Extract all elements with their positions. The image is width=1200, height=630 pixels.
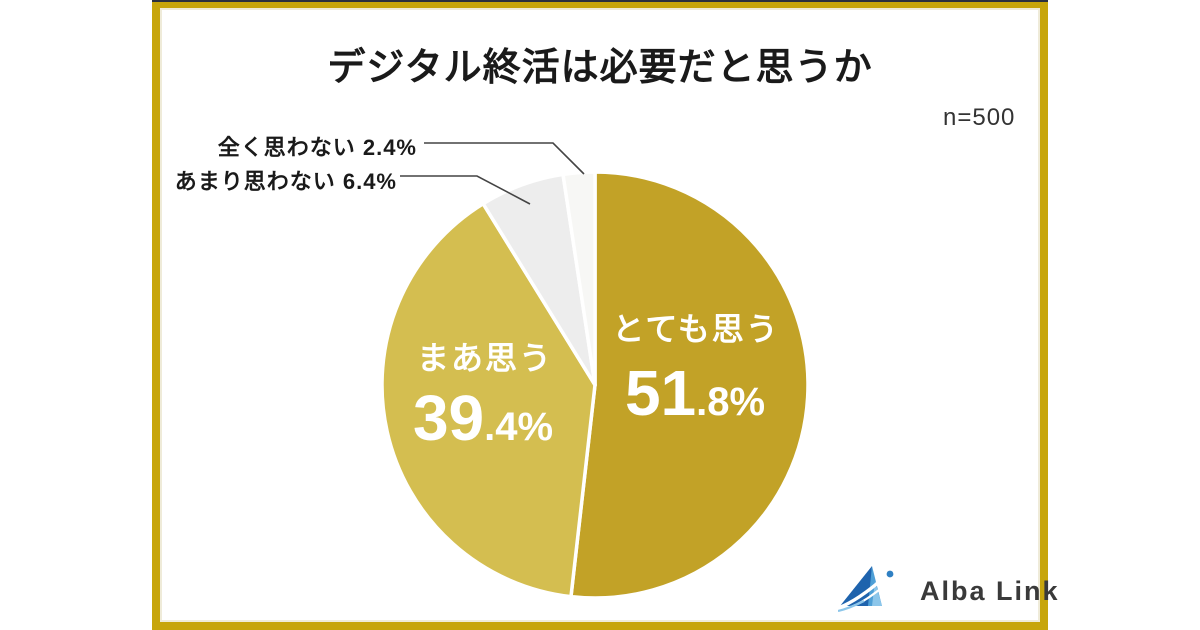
chart-title: デジタル終活は必要だと思うか	[327, 47, 873, 89]
callout-label-none: 全く思わない 2.4%	[217, 135, 417, 160]
pie-slice-3	[561, 170, 597, 387]
slice-pct-very: 51.8%	[625, 361, 765, 425]
slice-pct-very-int: 51	[624, 357, 697, 429]
sample-size-label: n=500	[943, 104, 1016, 131]
callout-label-rarely: あまり思わない 6.4%	[174, 169, 397, 194]
slice-label-somewhat: まあ思う	[416, 340, 554, 376]
alba-link-logo: Alba Link	[838, 560, 1060, 612]
frame-top-edge	[152, 0, 1048, 2]
logo-text: Alba Link	[920, 575, 1060, 606]
alba-link-triangle-icon	[838, 566, 894, 612]
pie-slices	[380, 170, 810, 600]
callout-line-none	[424, 142, 585, 175]
slice-pct-somewhat: 39.4%	[413, 386, 553, 450]
callout-line-rarely	[400, 175, 531, 205]
pie-slice-0	[569, 170, 810, 600]
slice-pct-somewhat-frac: .4%	[484, 405, 554, 449]
slice-pct-somewhat-int: 39	[412, 382, 485, 454]
slice-pct-very-frac: .8%	[696, 380, 766, 424]
slice-label-very: とても思う	[612, 311, 780, 347]
